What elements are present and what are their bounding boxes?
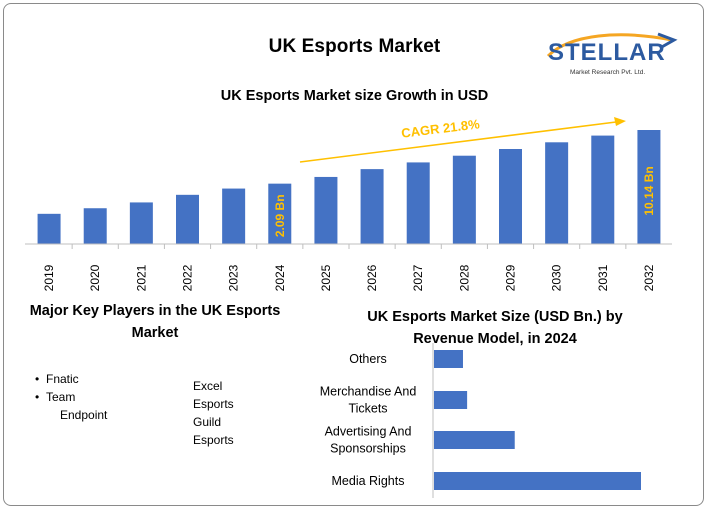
x-tick-label-2029: 2029 <box>504 264 518 291</box>
x-tick-label-2022: 2022 <box>181 264 195 291</box>
bar-2031 <box>591 135 615 244</box>
bar-2026 <box>360 169 384 244</box>
bar-2022 <box>176 194 199 244</box>
bar-2024 <box>268 183 292 244</box>
revenue-category-label: Merchandise And Tickets <box>320 385 417 416</box>
x-tick-label-2031: 2031 <box>596 264 610 291</box>
x-tick-label-2032: 2032 <box>642 264 656 291</box>
logo-subtext: Market Research Pvt. Ltd. <box>570 69 645 76</box>
player-guild: Guild <box>193 415 222 429</box>
revenue-bar <box>434 472 641 490</box>
bullet-icon: • <box>35 390 40 404</box>
key-players-title: Major Key Players in the UK Esports Mark… <box>29 303 281 341</box>
bar-2019 <box>37 213 61 244</box>
x-tick-label-2021: 2021 <box>134 264 148 291</box>
player-endpoint: Endpoint <box>60 408 108 422</box>
data-label-2032: 10.14 Bn <box>642 166 656 215</box>
bar-2023 <box>222 188 246 244</box>
bar-2029 <box>499 149 522 244</box>
player-excel: Excel <box>193 379 223 393</box>
stellar-logo: STELLAR Market Research Pvt. Ltd. <box>546 32 678 76</box>
report-frame <box>3 3 704 506</box>
logo-arrow <box>657 32 678 50</box>
page-title: UK Esports Market <box>268 36 441 57</box>
growth-chart-title: UK Esports Market size Growth in USD <box>220 88 489 104</box>
bar-2025 <box>314 176 338 244</box>
x-tick-label-2027: 2027 <box>411 264 425 291</box>
x-tick-label-2024: 2024 <box>273 264 287 291</box>
x-tick-label-2030: 2030 <box>550 264 564 291</box>
x-tick-label-2019: 2019 <box>42 264 56 291</box>
player-team: Team <box>46 390 76 404</box>
cagr-arrow-line <box>299 121 617 163</box>
bar-2027 <box>406 162 430 244</box>
x-tick-label-2020: 2020 <box>88 264 102 291</box>
bar-2032 <box>637 130 661 244</box>
cagr-arrow-head <box>614 117 626 126</box>
revenue-category-labels: Others Merchandise And Tickets Advertising … <box>320 352 417 488</box>
growth-x-ticks <box>71 244 627 249</box>
bullet-icon: • <box>35 372 40 386</box>
revenue-bars <box>434 350 641 490</box>
data-label-2024: 2.09 Bn <box>273 194 287 237</box>
revenue-category-label: Advertising And Sponsorships <box>325 425 412 456</box>
player-fnatic: Fnatic <box>46 372 79 386</box>
revenue-category-label: Others <box>349 352 387 366</box>
logo-text: STELLAR <box>548 39 666 66</box>
x-tick-label-2025: 2025 <box>319 264 333 291</box>
revenue-category-label: Media Rights <box>332 474 405 488</box>
bar-2030 <box>545 142 569 244</box>
player-esports: Esports <box>193 397 234 411</box>
player-guild-esports: Esports <box>193 433 234 447</box>
x-tick-label-2028: 2028 <box>457 264 471 291</box>
x-tick-label-2026: 2026 <box>365 264 379 291</box>
growth-bar-chart: 2019 2020 2021 2022 2023 2024 2025 2026 2027 2028… <box>25 116 672 291</box>
bar-2021 <box>129 202 153 244</box>
revenue-chart-title: UK Esports Market Size (USD Bn.) by Reve… <box>367 309 623 347</box>
growth-bars <box>37 130 661 244</box>
revenue-bar <box>434 431 515 449</box>
bar-2028 <box>452 155 476 244</box>
revenue-bar <box>434 391 468 409</box>
bar-2020 <box>83 208 107 244</box>
revenue-bar <box>434 350 463 368</box>
logo-swoosh <box>546 33 673 58</box>
x-tick-label-2023: 2023 <box>227 264 241 291</box>
growth-x-tick-labels: 2019 2020 2021 2022 2023 2024 2025 2026 2027 2028… <box>42 264 656 291</box>
